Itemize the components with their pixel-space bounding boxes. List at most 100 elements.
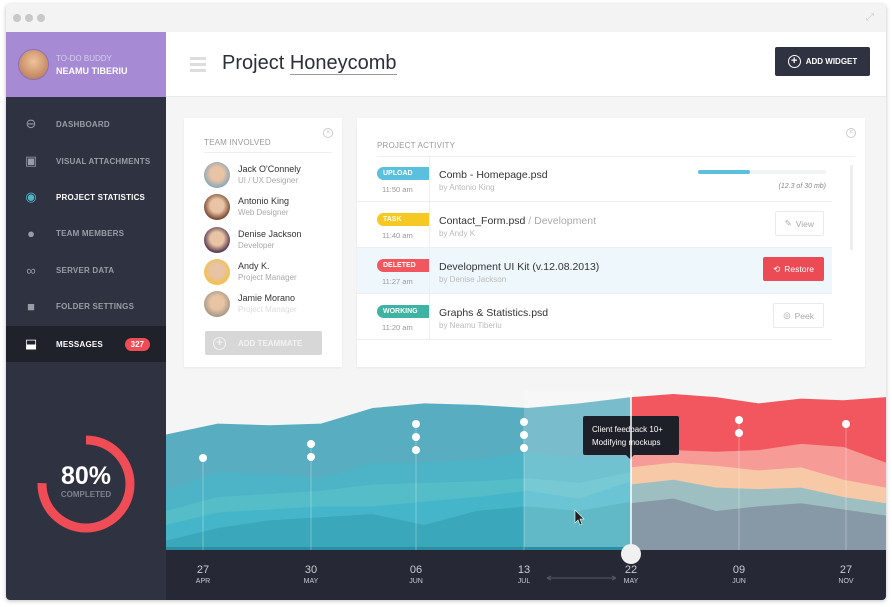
sidebar-item-visual-attachments[interactable]: ▣ VISUAL ATTACHMENTS: [6, 143, 166, 179]
activity-card: PROJECT ACTIVITY × UPLOAD 11:50 am Comb …: [357, 118, 865, 367]
timeline-date[interactable]: 22 MAY: [611, 550, 651, 585]
date-day: 06: [409, 564, 423, 576]
chart-svg: [166, 390, 886, 550]
sidebar-item-team-members[interactable]: ● TEAM MEMBERS: [6, 215, 166, 251]
add-widget-label: ADD WIDGET: [805, 57, 858, 66]
infinity-icon: ∞: [26, 262, 36, 278]
past-area-4: [166, 501, 631, 550]
progress-caption: COMPLETED: [60, 490, 112, 499]
date-day: 30: [304, 564, 318, 576]
file-name: Graphs & Statistics.psd: [439, 307, 549, 319]
add-widget-button[interactable]: + ADD WIDGET: [775, 47, 870, 76]
sidebar-item-label: TEAM MEMBERS: [56, 228, 125, 238]
sidebar-item-project-statistics[interactable]: ◉ PROJECT STATISTICS: [6, 179, 166, 215]
activity-row: DELETED 11:27 am Development UI Kit (v.1…: [357, 248, 832, 294]
sidebar-item-server-data[interactable]: ∞ SERVER DATA: [6, 252, 166, 288]
inbox-icon: ⬓: [24, 336, 38, 351]
project-name-link[interactable]: Honeycomb: [289, 52, 397, 75]
eye-icon: ◉: [25, 189, 37, 204]
activity-row: TASK 11:40 am Contact_Form.psd / Develop…: [357, 202, 832, 248]
status-badge: DELETED: [377, 259, 429, 272]
plus-circle-icon: +: [787, 55, 801, 68]
file-title[interactable]: Development UI Kit (v.12.08.2013): [439, 261, 599, 273]
expand-icon[interactable]: ⤢: [866, 12, 874, 23]
tooltip-line: Modifying mockups: [592, 438, 661, 447]
sidebar-item-label: SERVER DATA: [56, 265, 115, 275]
restore-button[interactable]: ⟲ Restore: [763, 257, 824, 281]
button-label: View: [795, 218, 814, 229]
sidebar-item-label: DASHBOARD: [56, 119, 110, 129]
timeline-date[interactable]: 09 JUN: [719, 550, 759, 585]
avatar: [204, 162, 230, 188]
date-month: APR: [195, 578, 211, 585]
timeline-chart: 27 APR 30 MAY 06 JUN 13 JUL 22 MAY 09 JUN 27 NOV Clie…: [166, 390, 886, 600]
add-teammate-button[interactable]: + ADD TEAMMATE: [205, 331, 322, 355]
file-author: by Neamu Tiberiu: [439, 321, 502, 330]
avatar: [204, 291, 230, 318]
timeline-date[interactable]: 27 APR: [183, 550, 223, 585]
sidebar-item-messages[interactable]: ⬓ MESSAGES 327: [6, 326, 166, 362]
menu-icon[interactable]: [190, 57, 206, 75]
date-month: JUN: [732, 578, 746, 585]
status-badge: UPLOAD: [377, 167, 429, 180]
window-dot-close[interactable]: [13, 14, 21, 22]
date-day: 09: [732, 564, 746, 576]
button-label: Restore: [784, 264, 814, 274]
scrollbar[interactable]: [850, 165, 853, 250]
close-icon[interactable]: ×: [846, 128, 856, 138]
tooltip-line: Client feedback 10+: [592, 425, 663, 434]
selected-range-highlight[interactable]: [524, 390, 631, 550]
activity-row: UPLOAD 11:50 am Comb - Homepage.psd by A…: [357, 156, 832, 202]
upload-progress-text: (12.3 of 30 mb): [778, 183, 826, 190]
avatar: [204, 226, 230, 253]
progress-ring-arc: [37, 435, 135, 533]
add-teammate-label: ADD TEAMMATE: [238, 338, 303, 348]
sidebar-item-label: PROJECT STATISTICS: [56, 192, 146, 202]
member-name: Antonio King: [238, 196, 290, 207]
image-icon: ▣: [24, 153, 38, 168]
team-card: TEAM INVOLVED × Jack O'Connely UI / UX D…: [184, 118, 342, 367]
timeline-date[interactable]: 06 JUN: [396, 550, 436, 585]
plus-circle-icon: +: [213, 336, 226, 350]
app-window: ⤢ TO-DO BUDDY NEAMU TIBERIU ⊖ DASHBOARD ▣…: [6, 4, 886, 600]
button-label: Peek: [794, 310, 814, 321]
date-day: 22: [624, 564, 638, 576]
window-dot-minimize[interactable]: [25, 14, 33, 22]
folder-icon: ■: [27, 298, 35, 314]
date-month: JUN: [409, 578, 423, 585]
activity-time: 11:40 am: [382, 231, 413, 240]
member-name: Jack O'Connely: [238, 164, 301, 174]
timeline-date[interactable]: 13 JUL: [504, 550, 544, 585]
status-badge: TASK: [377, 213, 429, 226]
user-icon: ●: [27, 225, 35, 241]
upload-progress-bar: [698, 170, 826, 174]
timeline-date[interactable]: 30 MAY: [291, 550, 331, 585]
peek-button[interactable]: ◎ Peek: [773, 303, 824, 328]
file-name: Contact_Form.psd: [439, 215, 526, 227]
avatar: [204, 258, 230, 285]
view-button[interactable]: ✎ View: [774, 211, 824, 236]
sidebar-item-label: VISUAL ATTACHMENTS: [56, 156, 151, 166]
file-category: / Development: [525, 215, 596, 227]
avatar: [204, 194, 230, 221]
activity-title: PROJECT ACTIVITY: [377, 141, 456, 150]
avatar: [18, 49, 49, 80]
sidebar-item-dashboard[interactable]: ⊖ DASHBOARD: [6, 106, 166, 142]
member-name: Jamie Morano: [238, 293, 296, 304]
window-dot-maximize[interactable]: [37, 14, 45, 22]
dashboard-icon: ⊖: [25, 116, 37, 131]
activity-time: 11:27 am: [382, 277, 413, 286]
page-title: Project Honeycomb: [222, 52, 397, 75]
file-title[interactable]: Graphs & Statistics.psd: [439, 307, 548, 319]
file-title[interactable]: Comb - Homepage.psd: [439, 169, 548, 181]
sidebar-item-folder-settings[interactable]: ■ FOLDER SETTINGS: [6, 288, 166, 324]
member-name: Denise Jackson: [238, 228, 302, 239]
title-prefix: Project: [222, 52, 290, 74]
profile-header[interactable]: TO-DO BUDDY NEAMU TIBERIU: [6, 32, 166, 97]
timeline-date[interactable]: 27 NOV: [826, 550, 866, 585]
file-author: by Antonio King: [439, 183, 495, 192]
title-bar: ⤢: [6, 4, 886, 32]
file-title[interactable]: Contact_Form.psd / Development: [439, 215, 596, 227]
close-icon[interactable]: ×: [323, 128, 333, 138]
file-name: Comb - Homepage.psd: [439, 169, 548, 181]
